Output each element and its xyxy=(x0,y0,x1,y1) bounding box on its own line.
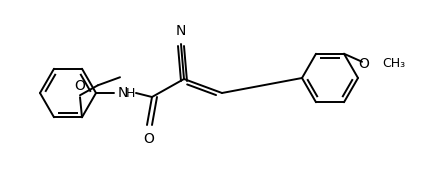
Text: CH₃: CH₃ xyxy=(382,57,405,70)
Text: N: N xyxy=(176,24,186,38)
Text: N: N xyxy=(118,86,128,100)
Text: O: O xyxy=(75,79,85,93)
Text: H: H xyxy=(126,87,136,99)
Text: O: O xyxy=(144,132,155,146)
Text: O: O xyxy=(359,57,370,71)
